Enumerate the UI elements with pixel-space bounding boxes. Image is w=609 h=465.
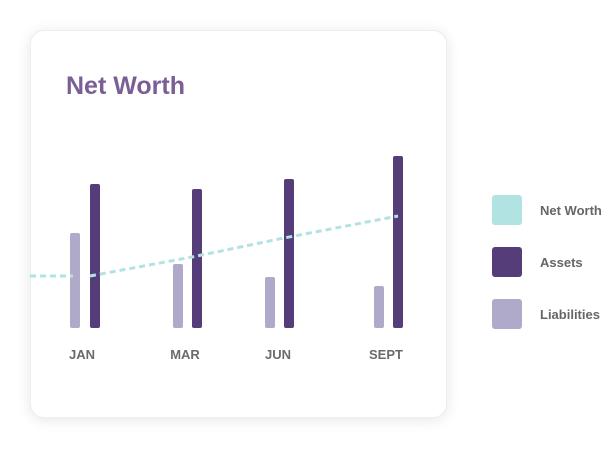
- legend-item-net-worth: Net Worth: [492, 195, 609, 225]
- bar-liabilities-sept: [374, 286, 384, 328]
- legend-label: Assets: [540, 255, 583, 270]
- net-worth-line: [89, 214, 399, 278]
- x-tick-label: SEPT: [369, 347, 403, 362]
- x-tick-label: MAR: [170, 347, 200, 362]
- bar-assets-jan: [90, 184, 100, 328]
- bar-assets-sept: [393, 156, 403, 328]
- legend-swatch: [492, 247, 522, 277]
- bar-liabilities-jan: [70, 233, 80, 328]
- bar-assets-jun: [284, 179, 294, 328]
- legend-label: Liabilities: [540, 307, 600, 322]
- bar-liabilities-mar: [173, 264, 183, 328]
- chart-title: Net Worth: [66, 72, 185, 100]
- legend-item-assets: Assets: [492, 247, 609, 277]
- legend-item-liabilities: Liabilities: [492, 299, 609, 329]
- x-tick-label: JAN: [69, 347, 95, 362]
- legend-swatch: [492, 299, 522, 329]
- x-tick-label: JUN: [265, 347, 291, 362]
- legend-swatch: [492, 195, 522, 225]
- legend-label: Net Worth: [540, 203, 602, 218]
- bar-assets-mar: [192, 189, 202, 328]
- bar-liabilities-jun: [265, 277, 275, 328]
